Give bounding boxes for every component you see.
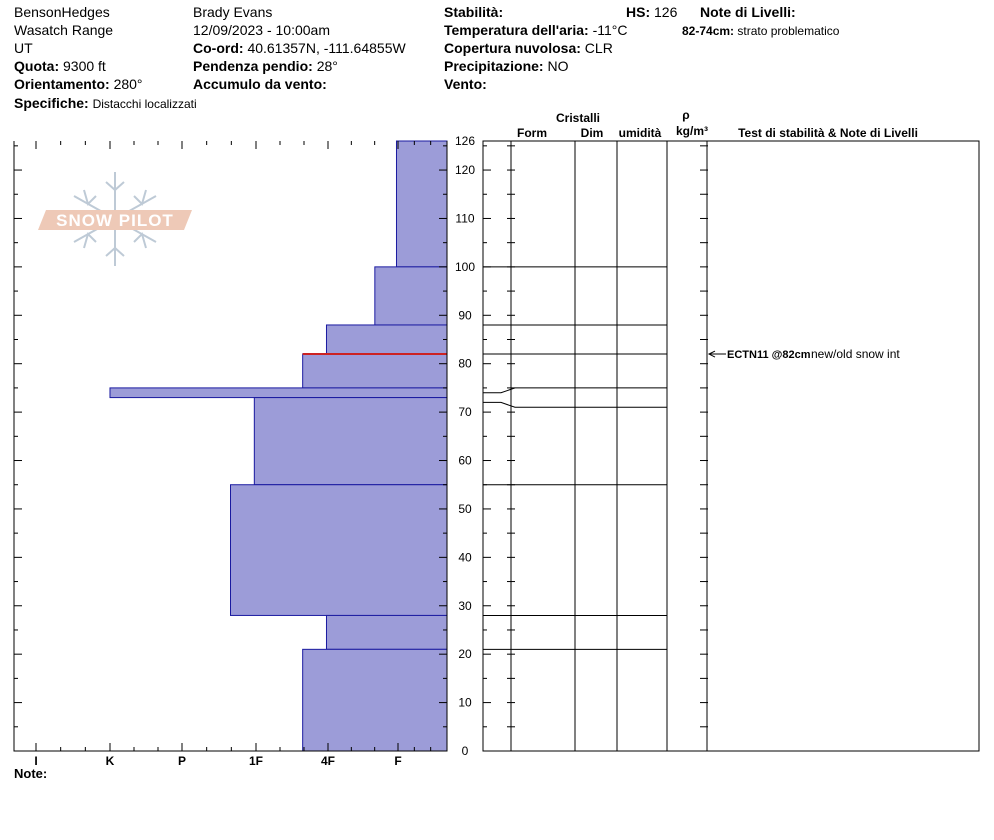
logo-text: SNOW PILOT (56, 211, 174, 230)
y-tick-label-50: 50 (458, 502, 472, 516)
aspect-value: 280° (113, 76, 143, 92)
hardness-layer-7 (325, 614, 448, 650)
hardness-layer-0 (395, 140, 448, 268)
test-comment: new/old snow int (811, 347, 900, 361)
y-tick-label-90: 90 (458, 308, 472, 322)
layer-note-range: 82-74cm: (682, 24, 735, 38)
precipitation: Precipitazione: NO (444, 58, 568, 75)
x-tick-label-P: P (178, 754, 186, 768)
observer: Brady Evans (193, 4, 273, 20)
y-tick-label-30: 30 (458, 599, 472, 613)
slope-label: Pendenza pendio: (193, 58, 313, 74)
crystal-table-frame (482, 140, 980, 752)
specifics: Specifiche: Distacchi localizzati (14, 95, 197, 113)
layer-notes-label: Note di Livelli: (700, 4, 796, 20)
elevation-value: 9300 ft (63, 58, 106, 74)
dim-header: Dim (581, 126, 604, 140)
hs-value: 126 (654, 4, 678, 20)
hs-label: HS: (626, 4, 651, 20)
x-tick-label-K: K (106, 754, 115, 768)
cloud-label: Copertura nuvolosa: (444, 40, 581, 56)
elevation-label: Quota: (14, 58, 60, 74)
y-tick-label-40: 40 (458, 550, 472, 564)
slope: Pendenza pendio: 28° (193, 58, 338, 75)
state: UT (14, 40, 33, 56)
arrow-left-icon (707, 350, 716, 358)
location: BensonHedges (14, 4, 110, 20)
hardness-plot-frame (13, 141, 448, 752)
hardness-axis: I K P 1F 4F F (34, 743, 432, 768)
rho-header: ρ (682, 108, 689, 122)
form-header: Form (517, 126, 547, 140)
chart-frames (13, 140, 980, 752)
elevation: Quota: 9300 ft (14, 58, 106, 75)
hardness-layer-2 (325, 324, 448, 355)
test-code: ECTN11 @82cm (727, 349, 811, 361)
stability-test-annotation: ECTN11 @82cm new/old snow int (707, 347, 900, 361)
stability: Stabilità: (444, 4, 503, 21)
x-tick-label-1F: 1F (249, 754, 263, 768)
crystal-grid (483, 140, 708, 751)
x-tick-label-4F: 4F (321, 754, 335, 768)
wind: Vento: (444, 76, 487, 93)
y-tick-label-0: 0 (462, 744, 469, 758)
x-tick-label-I: I (34, 754, 37, 768)
precip-label: Precipitazione: (444, 58, 544, 74)
hardness-layers (109, 140, 448, 752)
cloud-cover: Copertura nuvolosa: CLR (444, 40, 613, 57)
hardness-layer-5 (253, 397, 448, 486)
x-tick-label-F: F (394, 754, 401, 768)
specifics-value: Distacchi localizzati (92, 97, 197, 111)
coords-value: 40.61357N, -111.64855W (247, 40, 406, 56)
y-tick-label-110: 110 (455, 211, 474, 225)
wind-loading-label: Accumulo da vento: (193, 76, 327, 92)
density-unit-header: kg/m³ (676, 124, 708, 138)
hardness-layer-8 (302, 648, 448, 752)
layer-boundary-71 (483, 401, 667, 408)
notes-label: Note: (14, 766, 47, 781)
air-temp: Temperatura dell'aria: -11°C (444, 22, 627, 39)
y-tick-label-10: 10 (458, 696, 472, 710)
wind-loading: Accumulo da vento: (193, 76, 327, 93)
y-tick-label-20: 20 (458, 647, 472, 661)
y-tick-label-70: 70 (458, 405, 472, 419)
hardness-layer-1 (374, 266, 448, 326)
layer-notes-title: Note di Livelli: (700, 4, 796, 21)
hardness-layer-6 (230, 484, 448, 616)
layer-note-text: strato problematico (737, 24, 840, 38)
hardness-layer-4 (109, 387, 448, 399)
tests-notes-header: Test di stabilità & Note di Livelli (738, 126, 918, 140)
y-tick-label-126: 126 (455, 134, 475, 148)
hardness-layer-3 (302, 353, 448, 389)
crystals-header: Cristalli (556, 111, 600, 125)
specifics-label: Specifiche: (14, 95, 89, 111)
y-tick-label-80: 80 (458, 357, 472, 371)
range: Wasatch Range (14, 22, 114, 38)
aspect-label: Orientamento: (14, 76, 110, 92)
snowpilot-logo: SNOW PILOT (38, 172, 192, 266)
hs: HS: 126 (626, 4, 677, 21)
wind-label: Vento: (444, 76, 487, 92)
coordinates: Co-ord: 40.61357N, -111.64855W (193, 40, 406, 57)
air-temp-label: Temperatura dell'aria: (444, 22, 589, 38)
y-tick-label-100: 100 (455, 260, 475, 274)
slope-value: 28° (316, 58, 338, 74)
aspect: Orientamento: 280° (14, 76, 143, 93)
logo-banner (38, 210, 192, 230)
air-temp-value: -11°C (592, 22, 628, 38)
y-tick-label-60: 60 (458, 454, 472, 468)
datetime: 12/09/2023 - 10:00am (193, 22, 330, 38)
y-tick-label-120: 120 (455, 163, 475, 177)
moisture-header: umidità (619, 126, 662, 140)
precip-value: NO (547, 58, 569, 74)
layer-boundary-75 (483, 387, 667, 394)
layer-note: 82-74cm: strato problematico (682, 23, 839, 40)
cloud-value: CLR (584, 40, 613, 56)
coords-label: Co-ord: (193, 40, 244, 56)
stability-label: Stabilità: (444, 4, 504, 20)
